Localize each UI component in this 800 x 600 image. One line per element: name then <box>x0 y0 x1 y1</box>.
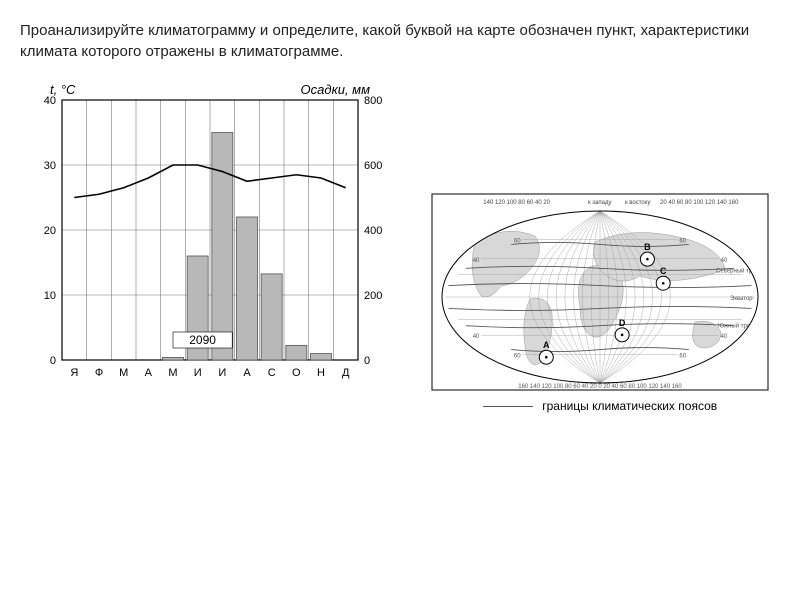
svg-text:140 120 100 80 60 40 20: 140 120 100 80 60 40 20 <box>483 200 550 206</box>
map-caption-text: границы климатических поясов <box>542 399 717 413</box>
svg-text:А: А <box>243 367 251 379</box>
svg-text:160 140 120 100 80 60 40 20 0: 160 140 120 100 80 60 40 20 0 20 40 60 8… <box>518 384 682 390</box>
world-map: 140 120 100 80 60 40 20 к западу к востоку… <box>430 192 770 413</box>
svg-text:И: И <box>218 367 226 379</box>
svg-text:Я: Я <box>70 367 78 379</box>
svg-text:0: 0 <box>364 355 370 367</box>
svg-text:2090: 2090 <box>189 333 216 347</box>
svg-text:Экватор: Экватор <box>730 296 753 302</box>
svg-text:А: А <box>145 367 153 379</box>
svg-text:к востоку: к востоку <box>625 200 650 206</box>
svg-text:20: 20 <box>44 225 56 237</box>
legend-line-icon <box>483 406 533 407</box>
svg-text:40: 40 <box>721 258 728 264</box>
svg-text:D: D <box>619 318 626 328</box>
svg-text:10: 10 <box>44 290 56 302</box>
svg-text:20 40 60 80 100 120 140 160: 20 40 60 80 100 120 140 160 <box>660 200 739 206</box>
svg-text:Д: Д <box>342 367 350 379</box>
svg-text:Ф: Ф <box>95 367 103 379</box>
svg-text:200: 200 <box>364 290 382 302</box>
climatogram: t, °C Осадки, мм 00102002040030600408002… <box>20 82 400 402</box>
svg-text:400: 400 <box>364 225 382 237</box>
svg-text:к западу: к западу <box>588 200 611 206</box>
map-svg: 140 120 100 80 60 40 20 к западу к востоку… <box>430 192 770 392</box>
svg-text:30: 30 <box>44 160 56 172</box>
svg-text:М: М <box>119 367 128 379</box>
svg-text:60: 60 <box>514 353 521 359</box>
question-text: Проанализируйте климатограмму и определи… <box>20 20 780 62</box>
svg-text:40: 40 <box>721 334 728 340</box>
svg-text:0: 0 <box>50 355 56 367</box>
svg-text:М: М <box>168 367 177 379</box>
svg-text:60: 60 <box>679 239 686 245</box>
svg-text:600: 600 <box>364 160 382 172</box>
svg-text:C: C <box>660 266 667 276</box>
temp-axis-label: t, °C <box>50 82 75 97</box>
svg-text:40: 40 <box>473 258 480 264</box>
svg-text:О: О <box>292 367 301 379</box>
content-row: t, °C Осадки, мм 00102002040030600408002… <box>20 82 780 413</box>
svg-text:A: A <box>543 340 550 350</box>
svg-text:Н: Н <box>317 367 325 379</box>
svg-text:60: 60 <box>679 353 686 359</box>
precip-axis-label: Осадки, мм <box>301 82 370 97</box>
map-caption: границы климатических поясов <box>430 399 770 413</box>
svg-text:B: B <box>644 242 651 252</box>
svg-text:С: С <box>268 367 276 379</box>
svg-text:40: 40 <box>473 334 480 340</box>
svg-text:И: И <box>194 367 202 379</box>
climatogram-svg: 00102002040030600408002090ЯФМАМИИАСОНД <box>20 82 400 382</box>
